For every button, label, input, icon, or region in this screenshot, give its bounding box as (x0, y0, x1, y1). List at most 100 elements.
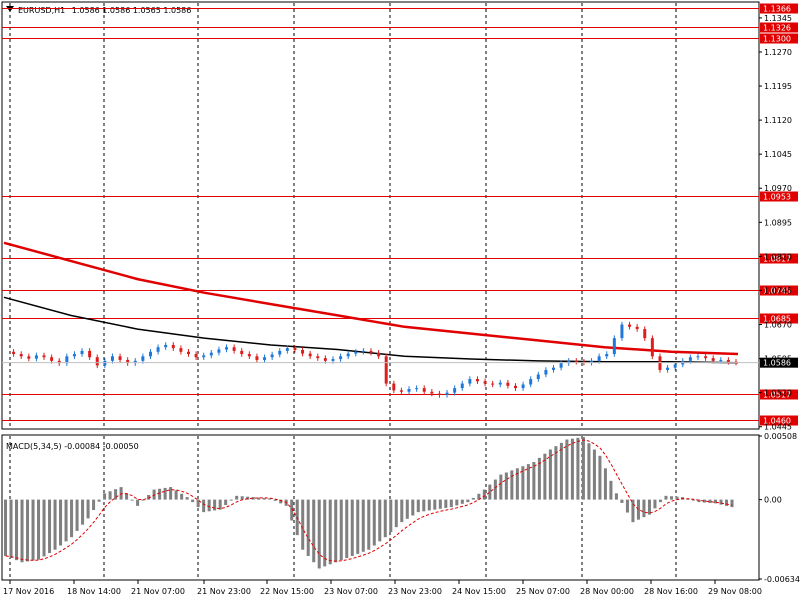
candle-body (72, 354, 76, 357)
candle-body (50, 357, 54, 361)
macd-hist-bar (163, 487, 167, 500)
macd-hist-bar (658, 499, 662, 503)
candle-body (194, 354, 198, 358)
macd-hist-bar (169, 487, 173, 500)
macd-hist-bar (724, 499, 729, 506)
candle-body (19, 354, 23, 357)
macd-hist-bar (455, 499, 459, 506)
time-tick-label: 22 Nov 15:00 (260, 587, 314, 596)
macd-hist-bar (548, 449, 552, 500)
candle-body (460, 383, 464, 389)
level-label-bg (760, 191, 798, 202)
macd-hist-bar (691, 499, 695, 501)
candle-body (650, 338, 654, 357)
macd-hist-bar (675, 496, 679, 500)
level-label: 1.0745 (763, 287, 791, 296)
candle-body (521, 384, 525, 389)
macd-hist-bar (141, 499, 145, 501)
time-tick-label: 24 Nov 15:00 (452, 587, 506, 596)
candle-body (597, 356, 601, 361)
macd-hist-bar (323, 499, 327, 567)
candle-body (415, 388, 419, 390)
candle-body (445, 392, 449, 395)
macd-hist-bar (64, 499, 68, 542)
macd-hist-bar (26, 499, 30, 562)
candle-body (559, 363, 563, 368)
macd-hist-bar (713, 499, 718, 504)
macd-hist-bar (268, 498, 272, 500)
macd-tick-label: -0.00634 (764, 575, 800, 584)
time-tick-label: 28 Nov 16:00 (644, 587, 698, 596)
candle-body (544, 369, 548, 375)
candle-body (567, 360, 571, 364)
candle-body (285, 348, 289, 351)
macd-hist-bar (229, 499, 233, 501)
level-label-bg (760, 313, 798, 324)
macd-indicator: 0.00508 0.00 -0.00634 (4, 432, 800, 584)
candle-body (574, 360, 578, 362)
macd-hist-bar (730, 499, 734, 508)
candle-body (141, 356, 145, 361)
price-tick-label: 1.0745 (764, 286, 792, 295)
macd-hist-bar (598, 455, 602, 500)
macd-hist-bar (653, 499, 657, 509)
horizontal-levels[interactable]: 1.1366 1.1326 1.1300 1.0953 1.0817 1.0745 1.06… (2, 3, 798, 426)
candle-body (126, 359, 130, 364)
macd-hist-bar (86, 499, 90, 519)
macd-hist-bar (642, 499, 646, 518)
candle-body (468, 379, 472, 384)
macd-hist-bar (9, 499, 13, 559)
macd-hist-bar (218, 499, 222, 510)
macd-hist-bar (334, 499, 338, 563)
candle-body (529, 379, 533, 385)
main-chart-frame (1, 1, 760, 430)
macd-hist-bar (488, 484, 492, 500)
candle-body (354, 351, 358, 354)
time-tick-label: 28 Nov 00:00 (580, 587, 634, 596)
time-tick-label: 18 Nov 14:00 (67, 587, 121, 596)
macd-hist-bar (147, 495, 151, 500)
macd-hist-bar (526, 464, 530, 500)
candle-body (57, 360, 61, 364)
level-label: 1.0517 (763, 391, 791, 400)
level-label-bg (760, 415, 798, 426)
macd-hist-bar (317, 499, 321, 569)
macd-hist-bar (20, 499, 24, 563)
price-axis: 1.1345 1.1270 1.1195 1.1120 1.1045 1.0970 1.08… (2, 14, 798, 432)
candle-body (361, 350, 365, 352)
candle-body (369, 350, 373, 353)
candle-body (42, 355, 46, 358)
macd-hist-bar (15, 499, 19, 561)
candle-body (696, 356, 700, 358)
macd-hist-bar (521, 466, 525, 500)
candle-body (726, 359, 730, 362)
candle-body (247, 354, 251, 357)
level-label-bg (760, 22, 798, 33)
level-label-bg (760, 285, 798, 296)
candle-body (475, 379, 479, 382)
candle-body (392, 383, 396, 391)
candle-body (491, 383, 495, 385)
macd-hist-bar (48, 499, 52, 554)
macd-hist-bar (97, 499, 101, 502)
macd-hist-bar (708, 499, 712, 503)
candle-body (673, 364, 677, 368)
macd-hist-bar (515, 468, 519, 500)
macd-hist-bar (609, 480, 613, 500)
macd-hist-bar (400, 499, 404, 523)
macd-hist-bar (581, 437, 585, 500)
level-label-bg (760, 389, 798, 400)
candle-body (148, 351, 152, 357)
macd-hist-bar (246, 496, 250, 500)
candle-body (12, 351, 16, 355)
grid-layer (9, 3, 677, 579)
macd-hist-bar (37, 499, 41, 560)
macd-hist-bar (378, 499, 382, 542)
level-label: 1.0685 (763, 315, 791, 324)
macd-hist-bar (559, 442, 563, 500)
macd-hist-bar (669, 496, 673, 500)
macd-hist-bar (449, 499, 453, 508)
time-tick-label: 21 Nov 07:00 (131, 587, 185, 596)
